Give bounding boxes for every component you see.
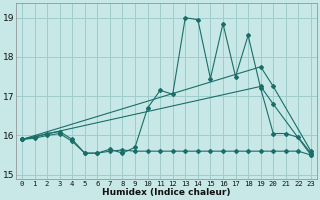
X-axis label: Humidex (Indice chaleur): Humidex (Indice chaleur) bbox=[102, 188, 231, 197]
